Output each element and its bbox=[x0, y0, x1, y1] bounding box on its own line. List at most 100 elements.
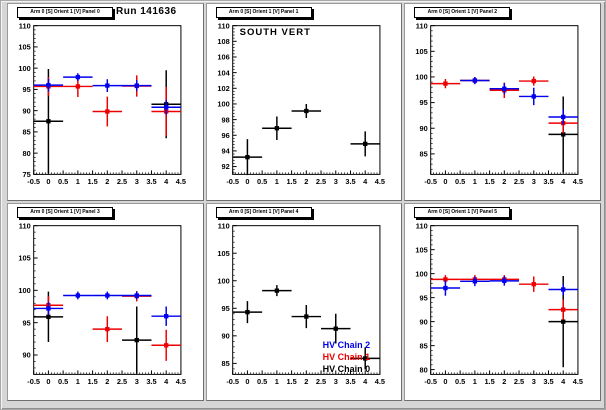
svg-text:90: 90 bbox=[221, 332, 229, 341]
svg-text:3.5: 3.5 bbox=[345, 177, 355, 186]
plot-panel-1: -0.5 0 0.5 1 1.5 2 2.5 3 3.5 4 4.5 92 94 96 98 100 102 10… bbox=[217, 21, 385, 186]
svg-text:3.5: 3.5 bbox=[146, 177, 156, 186]
svg-text:2: 2 bbox=[105, 177, 109, 186]
svg-text:2.5: 2.5 bbox=[514, 377, 524, 386]
svg-text:4.5: 4.5 bbox=[176, 377, 186, 386]
svg-text:85: 85 bbox=[22, 128, 30, 137]
svg-text:2.5: 2.5 bbox=[316, 177, 326, 186]
pad-title-1[interactable]: Arm 0 [S] Orient 1 [V] Panel 1 bbox=[215, 7, 312, 18]
svg-text:0: 0 bbox=[245, 377, 249, 386]
svg-text:4.5: 4.5 bbox=[573, 377, 583, 386]
svg-text:0.5: 0.5 bbox=[58, 177, 68, 186]
svg-text:3.5: 3.5 bbox=[544, 177, 554, 186]
svg-text:3.5: 3.5 bbox=[345, 377, 355, 386]
svg-text:110: 110 bbox=[19, 21, 31, 30]
svg-text:3.5: 3.5 bbox=[146, 377, 156, 386]
svg-text:95: 95 bbox=[420, 98, 428, 107]
svg-text:105: 105 bbox=[18, 43, 30, 52]
svg-text:110: 110 bbox=[217, 221, 229, 230]
svg-text:110: 110 bbox=[416, 221, 428, 230]
svg-text:2: 2 bbox=[304, 377, 308, 386]
svg-text:1: 1 bbox=[473, 377, 477, 386]
svg-text:4: 4 bbox=[363, 377, 368, 386]
svg-text:75: 75 bbox=[22, 170, 30, 179]
south-vert-label: SOUTH VERT bbox=[239, 27, 311, 38]
svg-text:3: 3 bbox=[135, 377, 139, 386]
svg-text:100: 100 bbox=[217, 276, 229, 285]
svg-text:95: 95 bbox=[22, 318, 30, 327]
pad-1[interactable]: Arm 0 [S] Orient 1 [V] Panel 1 SOUTH VER… bbox=[205, 3, 403, 201]
svg-text:85: 85 bbox=[221, 359, 229, 368]
plot-panel-4: -0.5 0 0.5 1 1.5 2 2.5 3 3.5 4 4.5 85 90 95 100 105 110 bbox=[217, 221, 385, 386]
svg-text:110: 110 bbox=[217, 21, 229, 30]
pad-title-2[interactable]: Arm 0 [S] Orient 1 [V] Panel 2 bbox=[414, 7, 511, 18]
svg-text:100: 100 bbox=[416, 269, 428, 278]
svg-text:3.5: 3.5 bbox=[544, 377, 554, 386]
svg-text:4.5: 4.5 bbox=[573, 177, 583, 186]
pad-5[interactable]: Arm 0 [S] Orient 1 [V] Panel 5 -0.5 0 0.5 1… bbox=[404, 203, 601, 401]
run-number-label: Run 141636 bbox=[116, 6, 177, 17]
svg-text:96: 96 bbox=[221, 131, 229, 140]
svg-text:2: 2 bbox=[503, 377, 507, 386]
svg-text:95: 95 bbox=[22, 85, 30, 94]
svg-text:95: 95 bbox=[420, 293, 428, 302]
pad-4[interactable]: Arm 0 [S] Orient 1 [V] Panel 4 -0.5 0 0.5 1… bbox=[205, 203, 403, 401]
svg-text:4: 4 bbox=[164, 177, 169, 186]
pad-title-3[interactable]: Arm 0 [S] Orient 1 [V] Panel 3 bbox=[17, 207, 113, 218]
pad-2[interactable]: Arm 0 [S] Orient 1 [V] Panel 2 -0.5 0 0.5 1… bbox=[404, 3, 601, 201]
pad-3[interactable]: Arm 0 [S] Orient 1 [V] Panel 3 -0.5 0 0.5 1… bbox=[7, 203, 204, 401]
svg-text:85: 85 bbox=[420, 341, 428, 350]
svg-text:0: 0 bbox=[46, 377, 50, 386]
svg-text:2: 2 bbox=[503, 177, 507, 186]
pad-title-0[interactable]: Arm 0 [S] Orient 1 [V] Panel 0 bbox=[17, 7, 113, 18]
svg-text:100: 100 bbox=[18, 286, 30, 295]
svg-text:0.5: 0.5 bbox=[455, 377, 465, 386]
svg-text:2.5: 2.5 bbox=[316, 377, 326, 386]
svg-text:-0.5: -0.5 bbox=[27, 177, 40, 186]
svg-text:80: 80 bbox=[420, 365, 428, 374]
svg-text:1.5: 1.5 bbox=[286, 377, 296, 386]
svg-text:2: 2 bbox=[304, 177, 308, 186]
svg-text:3: 3 bbox=[532, 177, 536, 186]
svg-text:0.5: 0.5 bbox=[257, 177, 267, 186]
svg-text:90: 90 bbox=[420, 317, 428, 326]
svg-text:105: 105 bbox=[416, 47, 428, 56]
svg-text:2.5: 2.5 bbox=[117, 177, 127, 186]
svg-text:95: 95 bbox=[221, 304, 229, 313]
svg-text:2: 2 bbox=[105, 377, 109, 386]
plot-panel-2: -0.5 0 0.5 1 1.5 2 2.5 3 3.5 4 4.5 85 90 95 100 105 110 bbox=[416, 21, 584, 186]
pad-0[interactable]: Arm 0 [S] Orient 1 [V] Panel 0 Run 14163… bbox=[7, 3, 204, 201]
svg-text:105: 105 bbox=[18, 254, 30, 263]
svg-text:90: 90 bbox=[22, 351, 30, 360]
svg-text:-0.5: -0.5 bbox=[226, 177, 239, 186]
svg-text:1: 1 bbox=[274, 377, 278, 386]
svg-text:1.5: 1.5 bbox=[485, 177, 495, 186]
legend: HV Chain 2 HV Chain 1 HV Chain 0 bbox=[323, 339, 371, 375]
pad-title-5[interactable]: Arm 0 [S] Orient 1 [V] Panel 5 bbox=[414, 207, 511, 218]
svg-text:104: 104 bbox=[217, 68, 230, 77]
svg-text:3: 3 bbox=[135, 177, 139, 186]
svg-text:3: 3 bbox=[532, 377, 536, 386]
plot-panel-3: -0.5 0 0.5 1 1.5 2 2.5 3 3.5 4 4.5 90 95 100 105 110 bbox=[18, 221, 186, 386]
pad-title-4[interactable]: Arm 0 [S] Orient 1 [V] Panel 4 bbox=[215, 207, 312, 218]
svg-text:0.5: 0.5 bbox=[58, 377, 68, 386]
svg-text:108: 108 bbox=[217, 37, 229, 46]
svg-text:4: 4 bbox=[561, 177, 566, 186]
svg-text:1.5: 1.5 bbox=[87, 377, 97, 386]
svg-text:4.5: 4.5 bbox=[176, 177, 186, 186]
svg-text:98: 98 bbox=[221, 115, 229, 124]
svg-text:0: 0 bbox=[444, 177, 448, 186]
legend-item-chain0: HV Chain 0 bbox=[322, 364, 371, 374]
svg-text:4: 4 bbox=[164, 377, 169, 386]
svg-text:1.5: 1.5 bbox=[286, 177, 296, 186]
svg-text:102: 102 bbox=[217, 84, 229, 93]
svg-text:100: 100 bbox=[18, 64, 30, 73]
svg-text:2.5: 2.5 bbox=[117, 377, 127, 386]
svg-text:85: 85 bbox=[420, 150, 428, 159]
svg-text:1: 1 bbox=[76, 177, 80, 186]
svg-text:106: 106 bbox=[217, 53, 229, 62]
svg-text:0: 0 bbox=[245, 177, 249, 186]
legend-item-chain1: HV Chain 1 bbox=[322, 352, 371, 362]
svg-text:80: 80 bbox=[22, 149, 30, 158]
svg-text:100: 100 bbox=[217, 100, 229, 109]
